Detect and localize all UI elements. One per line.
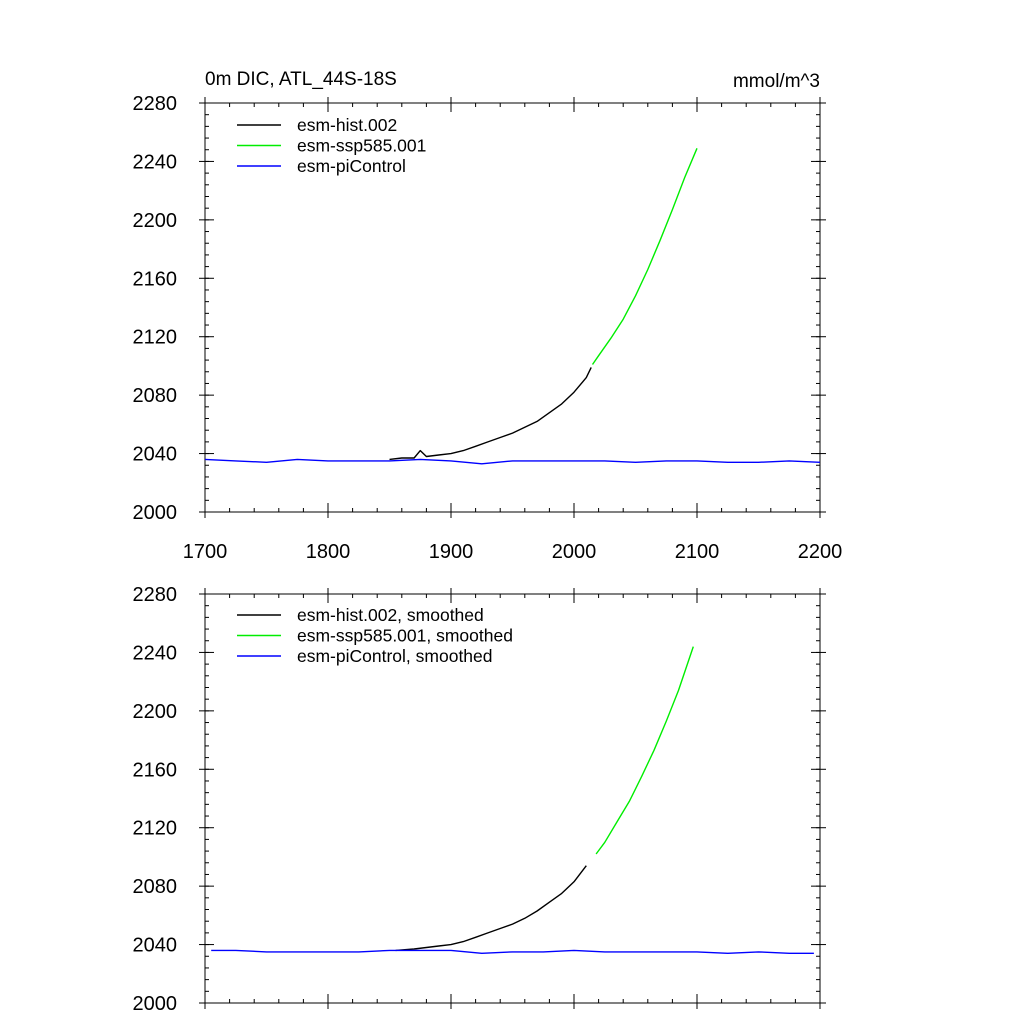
- top-panel: 2000 2040 2080 2120 2160 2200 2240 2280 1700 1800…: [133, 93, 843, 563]
- legend-label: esm-hist.002, smoothed: [297, 605, 484, 625]
- y-tick-label: 2160: [133, 268, 178, 290]
- y-tick-label: 2240: [133, 642, 178, 664]
- y-tick-label: 2080: [133, 876, 178, 898]
- bottom-panel: 2000 2040 2080 2120 2160 2200 2240 2280 esm-hist…: [133, 584, 826, 1015]
- x-tick-label: 1900: [429, 541, 474, 563]
- plot-frame: [204, 102, 821, 513]
- legend-label: esm-piControl, smoothed: [297, 646, 493, 666]
- y-tick-label: 2000: [133, 993, 178, 1015]
- legend-label: esm-piControl: [297, 156, 406, 176]
- y-tick-label: 2040: [133, 935, 178, 957]
- series-line: [211, 949, 814, 954]
- series-line: [204, 458, 821, 465]
- y-tick-label: 2120: [133, 818, 178, 840]
- y-tick-label: 2200: [133, 210, 178, 232]
- y-tick-label: 2040: [133, 444, 178, 466]
- y-tick-label: 2120: [133, 327, 178, 349]
- x-tick-label: 1700: [183, 541, 228, 563]
- x-tick-label: 2100: [675, 541, 720, 563]
- series-line: [595, 646, 694, 855]
- y-tick-label: 2000: [133, 502, 178, 524]
- legend-label: esm-hist.002: [297, 115, 397, 135]
- x-tick-label: 2000: [552, 541, 597, 563]
- series-line: [591, 148, 698, 365]
- units-label: mmol/m^3: [733, 71, 820, 92]
- x-tick-label: 2200: [798, 541, 843, 563]
- y-tick-label: 2280: [133, 584, 178, 606]
- series-line: [395, 865, 587, 952]
- y-tick-label: 2200: [133, 701, 178, 723]
- legend-label: esm-ssp585.001: [297, 136, 426, 156]
- y-tick-label: 2080: [133, 385, 178, 407]
- y-tick-label: 2280: [133, 93, 178, 115]
- y-tick-label: 2240: [133, 151, 178, 173]
- legend-label: esm-ssp585.001, smoothed: [297, 626, 513, 646]
- series-line: [389, 367, 592, 461]
- plot-frame: [204, 593, 821, 1004]
- y-tick-label: 2160: [133, 759, 178, 781]
- x-tick-label: 1800: [306, 541, 351, 563]
- chart-title: 0m DIC, ATL_44S-18S: [205, 69, 397, 90]
